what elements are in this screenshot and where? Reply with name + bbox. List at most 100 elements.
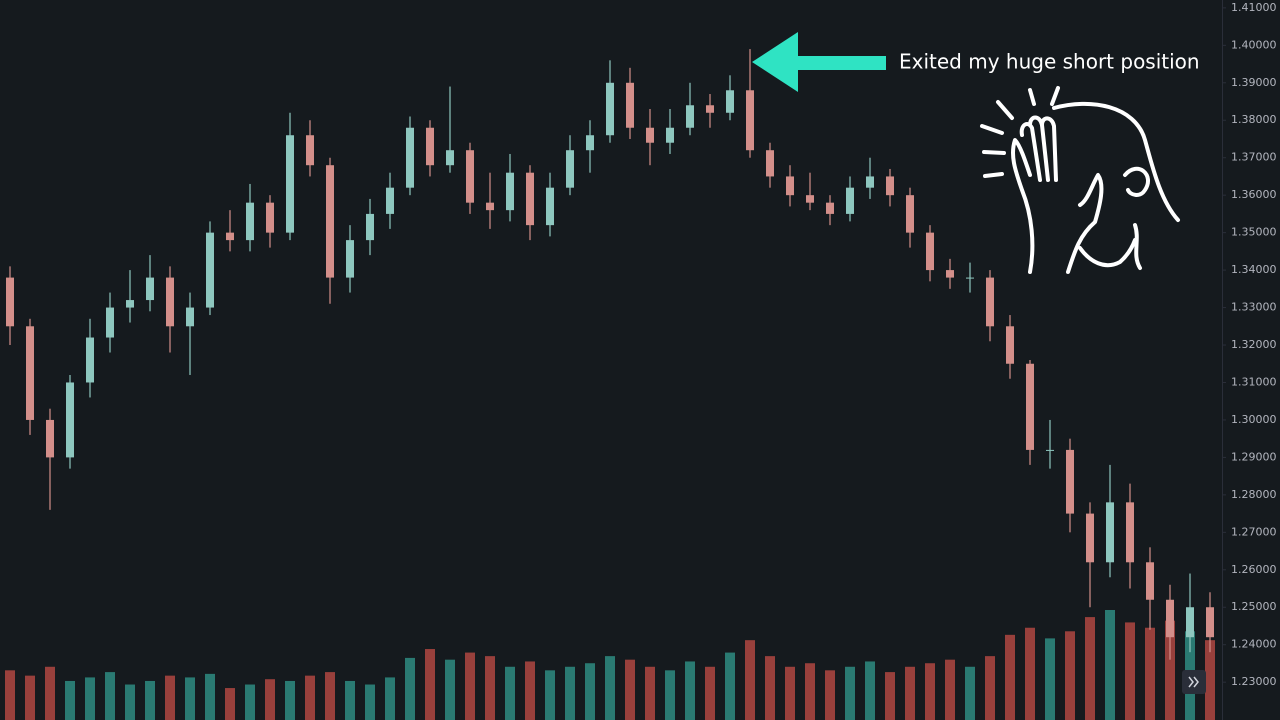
volume-bar [945, 659, 955, 720]
volume-bar [985, 656, 995, 720]
candle-body [766, 150, 774, 177]
volume-bar [25, 675, 35, 720]
volume-bar [405, 657, 415, 720]
volume-bar [1205, 640, 1215, 720]
candle-body [126, 300, 134, 308]
button-background[interactable] [1182, 670, 1206, 694]
y-tick-label: 1.37000 [1231, 151, 1277, 164]
y-tick-label: 1.23000 [1231, 675, 1277, 688]
volume-bar [285, 680, 295, 720]
volume-bar [605, 656, 615, 720]
y-tick-label: 1.24000 [1231, 638, 1277, 651]
y-tick-label: 1.27000 [1231, 525, 1277, 538]
candle-body [726, 90, 734, 113]
candle-body [246, 202, 254, 241]
candle-body [1206, 607, 1214, 638]
price-axis: 1.41000 1.40000 1.39000 1.38000 1.37000 1.360… [1222, 1, 1277, 688]
candle-body [286, 135, 294, 233]
y-tick-label: 1.39000 [1231, 76, 1277, 89]
volume-bar [225, 688, 235, 720]
volume-bar [85, 677, 95, 720]
volume-bar [145, 680, 155, 720]
y-tick-label: 1.28000 [1231, 488, 1277, 501]
volume-bar [305, 675, 315, 720]
candle-body [1046, 449, 1054, 451]
volume-bar [585, 663, 595, 720]
volume-bar [1085, 617, 1095, 720]
button-icon[interactable] [1188, 676, 1199, 688]
volume-bar [425, 649, 435, 720]
candle-body [1146, 562, 1154, 600]
candle-body [486, 202, 494, 211]
volume-bar [545, 670, 555, 720]
volume-bar [765, 656, 775, 720]
volume-bar [385, 677, 395, 720]
candle-body [946, 270, 954, 278]
volume-bar [645, 666, 655, 720]
volume-bar [365, 684, 375, 720]
y-tick-label: 1.40000 [1231, 38, 1277, 51]
candle-body [786, 176, 794, 196]
y-tick-label: 1.36000 [1231, 188, 1277, 201]
y-tick-label: 1.30000 [1231, 413, 1277, 426]
volume-bar [565, 666, 575, 720]
volume-bar [805, 663, 815, 720]
volume-bar [345, 680, 355, 720]
volume-bar [705, 666, 715, 720]
candle-body [986, 277, 994, 327]
candle-body [566, 150, 574, 188]
candle-body [866, 176, 874, 188]
volume-bar [125, 684, 135, 720]
volume-bar [885, 672, 895, 720]
volume-bar [745, 640, 755, 720]
volume-bar [205, 673, 215, 720]
candle-body [746, 90, 754, 151]
candle-body [266, 202, 274, 233]
candle-body [206, 232, 214, 308]
y-tick-label: 1.41000 [1231, 1, 1277, 14]
candle-body [186, 307, 194, 327]
volume-bar [965, 666, 975, 720]
candle-body [1066, 449, 1074, 514]
volume-bar [625, 659, 635, 720]
volume-bar [665, 670, 675, 720]
candle-body [546, 187, 554, 226]
candle-body [626, 82, 634, 128]
candle-body [326, 165, 334, 278]
volume-bar [485, 656, 495, 720]
volume-bar [865, 661, 875, 720]
candle-body [606, 82, 614, 136]
candle-body [706, 105, 714, 113]
y-tick-label: 1.29000 [1231, 450, 1277, 463]
candle-body [1106, 502, 1114, 563]
y-tick-label: 1.26000 [1231, 563, 1277, 576]
volume-bar [725, 652, 735, 720]
candle-body [966, 277, 974, 279]
candle-body [666, 127, 674, 143]
candle-body [586, 135, 594, 151]
y-tick-label: 1.25000 [1231, 600, 1277, 613]
volume-bar [445, 659, 455, 720]
volume-bar [845, 666, 855, 720]
volume-bar [5, 670, 15, 720]
volume-bar [265, 679, 275, 720]
volume-bar [525, 661, 535, 720]
candle-body [1166, 599, 1174, 638]
candle-body [526, 172, 534, 226]
y-tick-label: 1.34000 [1231, 263, 1277, 276]
candle-body [106, 307, 114, 338]
candle-body [346, 240, 354, 278]
scroll-to-latest-button[interactable] [1182, 670, 1206, 694]
candle-body [1006, 326, 1014, 364]
candle-body [366, 213, 374, 241]
volume-bar [785, 666, 795, 720]
candle-body [846, 187, 854, 214]
y-tick-label: 1.33000 [1231, 301, 1277, 314]
candle-body [686, 105, 694, 128]
volume-pane [5, 610, 1215, 720]
candle-body [146, 277, 154, 301]
volume-bar [165, 675, 175, 720]
volume-bar [1025, 627, 1035, 720]
volume-bar [1125, 622, 1135, 720]
candle-body [926, 232, 934, 271]
